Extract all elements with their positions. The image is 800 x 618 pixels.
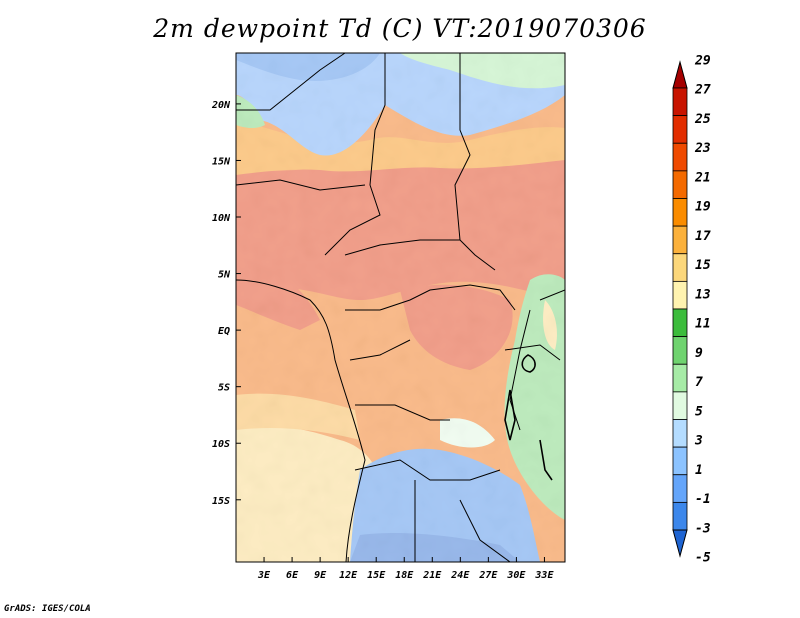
- colorbar-label: 15: [695, 258, 711, 273]
- field-texture: [236, 53, 565, 562]
- y-tick-label: 5N: [218, 270, 231, 281]
- x-tick-label: 21E: [422, 570, 442, 581]
- y-tick-label: 15S: [212, 496, 230, 507]
- colorbar-segment: [672, 474, 688, 503]
- colorbar: 29 27 25 23 21 19 17 15 13 11 9 7 5 3 1 -1 -3 -5: [672, 53, 711, 566]
- colorbar-label: 1: [695, 463, 703, 478]
- y-tick-label: EQ: [218, 326, 230, 337]
- colorbar-label: 3: [694, 434, 703, 449]
- x-tick-label: 6E: [286, 570, 299, 581]
- colorbar-segment: [672, 115, 688, 144]
- colorbar-segment: [672, 501, 688, 531]
- colorbar-segment: [672, 363, 688, 393]
- colorbar-label: 11: [695, 317, 711, 332]
- colorbar-segment: [672, 142, 688, 172]
- x-axis: 3E 6E 9E 12E 15E 18E 21E 24E 27E 30E 33E: [257, 557, 554, 581]
- colorbar-segment: [672, 253, 688, 282]
- x-tick-label: 30E: [506, 570, 526, 581]
- colorbar-top-arrow: [672, 60, 688, 89]
- colorbar-segment: [672, 225, 688, 255]
- x-tick-label: 24E: [450, 570, 470, 581]
- x-tick-label: 33E: [534, 570, 554, 581]
- x-tick-label: 3E: [257, 570, 271, 581]
- credit-label: GrADS: IGES/COLA: [4, 604, 91, 614]
- colorbar-label: 7: [695, 375, 703, 390]
- colorbar-label: 29: [694, 53, 711, 68]
- x-tick-label: 12E: [339, 570, 358, 581]
- x-tick-label: 27E: [478, 570, 498, 581]
- y-tick-label: 20N: [211, 100, 231, 111]
- country-borders: [236, 53, 565, 562]
- x-tick-label: 9E: [314, 570, 327, 581]
- colorbar-segment: [672, 170, 688, 199]
- x-tick-label: 18E: [395, 570, 414, 581]
- colorbar-segment: [672, 87, 688, 117]
- colorbar-bottom-arrow: [672, 529, 688, 558]
- x-tick-label: 15E: [367, 570, 386, 581]
- y-tick-label: 15N: [212, 156, 231, 167]
- colorbar-label: 27: [694, 83, 711, 98]
- colorbar-label: -5: [695, 551, 711, 566]
- colorbar-segment: [672, 336, 688, 365]
- colorbar-label: -3: [695, 521, 711, 536]
- colorbar-label: 23: [694, 141, 711, 156]
- colorbar-segment: [672, 391, 688, 420]
- map-frame: [235, 52, 566, 563]
- lake-outlines: [504, 354, 553, 481]
- colorbar-label: -1: [695, 492, 711, 507]
- y-tick-label: 5S: [218, 383, 230, 394]
- colorbar-segment: [672, 198, 688, 227]
- colorbar-segment: [672, 446, 688, 476]
- colorbar-label: 19: [695, 200, 711, 215]
- y-tick-label: 10N: [212, 213, 231, 224]
- colorbar-label: 17: [695, 229, 711, 244]
- y-axis: 20N 15N 10N 5N EQ 5S 10S 15S: [211, 100, 241, 507]
- colorbar-label: 9: [695, 346, 703, 361]
- colorbar-label: 25: [694, 112, 711, 127]
- y-tick-label: 10S: [212, 439, 230, 450]
- colorbar-segment: [672, 280, 688, 310]
- dewpoint-field: [236, 53, 565, 562]
- colorbar-label: 13: [695, 287, 711, 302]
- colorbar-label: 21: [694, 170, 711, 185]
- colorbar-segment: [672, 308, 688, 338]
- chart-title: 2m dewpoint Td (C) VT:2019070306: [153, 14, 647, 43]
- colorbar-segment: [672, 419, 688, 448]
- colorbar-label: 5: [695, 404, 703, 419]
